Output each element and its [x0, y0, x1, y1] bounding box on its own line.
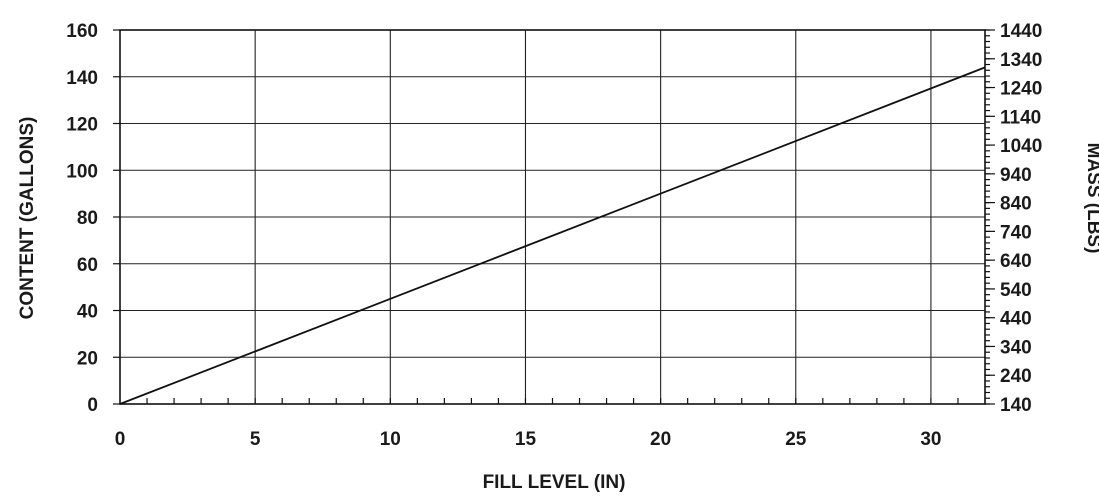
y2-tick-label: 1440 [1000, 21, 1042, 42]
y2-tick-label: 1040 [1000, 136, 1042, 157]
y2-axis-title: MASS (LBS) [1083, 143, 1099, 254]
y-tick-label: 0 [87, 395, 98, 416]
tick-label-layer: 0 5 10 15 20 25 30 0 20 40 60 80 100 120 140 160 140 240 3… [66, 21, 1042, 450]
y2-tick-label: 840 [1000, 194, 1032, 215]
y-axis-title: CONTENT (GALLONS) [17, 117, 38, 320]
y-tick-label: 80 [77, 208, 98, 229]
y-tick-label: 120 [66, 115, 98, 136]
y-tick-label: 40 [77, 302, 98, 323]
x-tick-label: 25 [785, 429, 807, 450]
y2-tick-label: 540 [1000, 280, 1032, 301]
series-layer [119, 66, 986, 405]
y2-tick-label: 740 [1000, 222, 1032, 243]
x-tick-label: 10 [380, 429, 401, 450]
x-tick-label: 0 [115, 429, 126, 450]
grid-layer [120, 30, 985, 404]
y-tick-label: 160 [66, 21, 98, 42]
y2-tick-label: 940 [1000, 165, 1032, 186]
y2-tick-label: 1240 [1000, 79, 1042, 100]
y2-tick-label: 1340 [1000, 50, 1042, 71]
y2-tick-label: 340 [1000, 337, 1032, 358]
tick-layer [113, 29, 995, 405]
x-tick-label: 30 [920, 429, 941, 450]
x-tick-label: 5 [250, 429, 261, 450]
x-tick-label: 20 [650, 429, 671, 450]
y2-tick-label: 1140 [1000, 107, 1041, 128]
y2-tick-label: 240 [1000, 366, 1032, 387]
x-tick-label: 15 [515, 429, 537, 450]
x-axis-title: FILL LEVEL (IN) [483, 472, 626, 493]
y-tick-label: 140 [66, 68, 98, 89]
y2-tick-label: 640 [1000, 251, 1032, 272]
y-tick-label: 100 [66, 161, 98, 182]
y2-tick-label: 140 [1000, 395, 1032, 416]
y2-tick-label: 440 [1000, 309, 1032, 330]
series-line [119, 66, 986, 405]
y-tick-label: 20 [77, 348, 98, 369]
y-tick-label: 60 [77, 255, 98, 276]
